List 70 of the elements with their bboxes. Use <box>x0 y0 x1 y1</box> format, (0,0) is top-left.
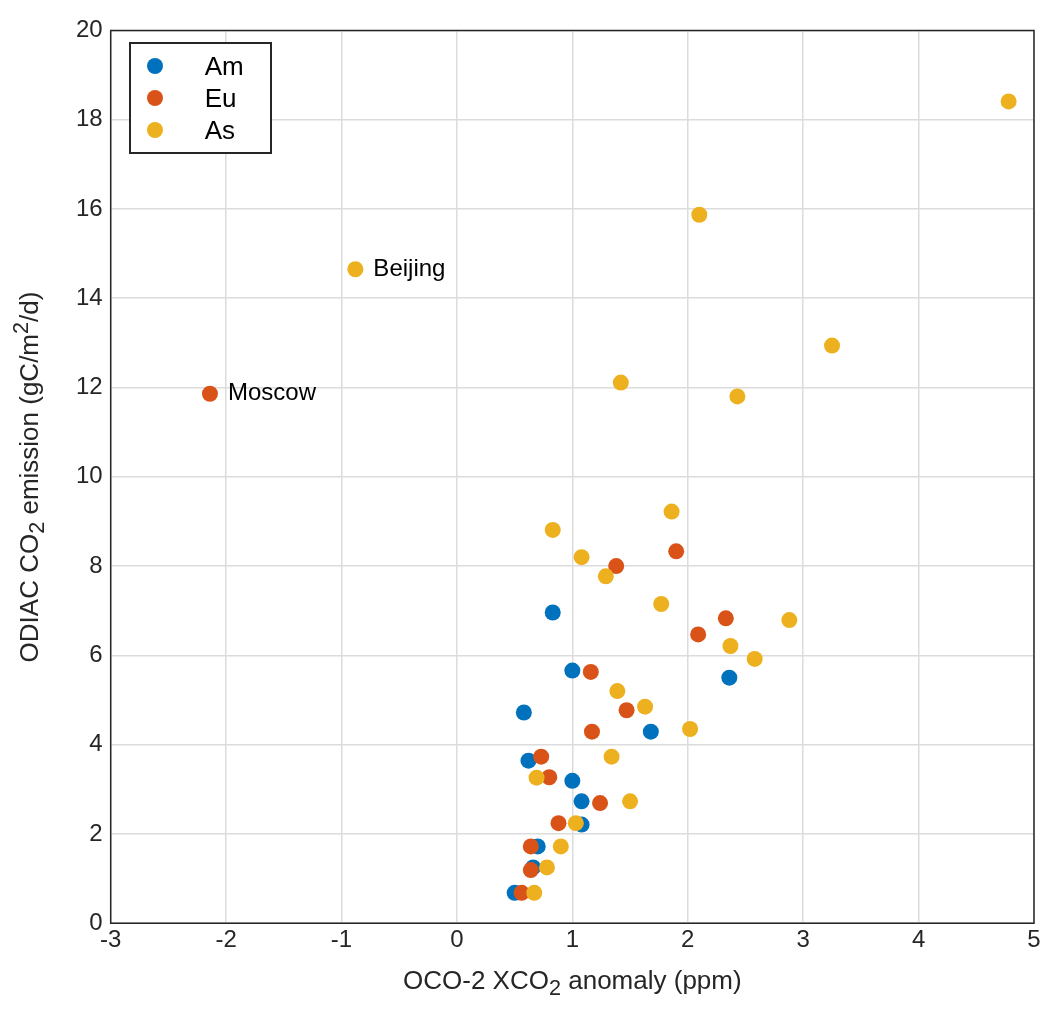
point <box>597 568 614 585</box>
y-tick-label: 16 <box>75 193 103 221</box>
point <box>729 388 746 405</box>
point <box>550 815 567 832</box>
point <box>608 558 625 575</box>
y-tick-label: 2 <box>89 818 103 846</box>
point <box>573 549 590 566</box>
point <box>582 663 599 680</box>
y-tick-label: 8 <box>89 550 103 578</box>
x-tick-label: -2 <box>215 925 237 953</box>
y-tick-label: 18 <box>75 104 103 132</box>
point <box>824 337 841 354</box>
point <box>781 612 798 629</box>
annotation: Beijing <box>373 253 446 281</box>
point <box>533 748 550 765</box>
x-tick-label: 4 <box>911 925 926 953</box>
y-tick-label: 6 <box>89 639 103 667</box>
point <box>1000 93 1017 110</box>
point <box>603 748 620 765</box>
x-tick-label: -1 <box>330 925 353 953</box>
point <box>573 793 590 810</box>
x-tick-label: 5 <box>1027 925 1041 953</box>
x-tick-label: 0 <box>450 925 464 953</box>
point <box>622 793 639 810</box>
point <box>717 610 734 627</box>
point <box>515 704 532 721</box>
legend-label: Eu <box>204 82 237 115</box>
x-tick-label: -3 <box>100 925 122 953</box>
point <box>347 261 364 278</box>
point <box>520 752 537 769</box>
point <box>663 503 680 520</box>
point <box>722 637 739 654</box>
point <box>544 521 561 538</box>
x-tick-label: 3 <box>796 925 810 953</box>
point <box>544 604 561 621</box>
point <box>201 385 218 402</box>
point <box>538 859 555 876</box>
point <box>609 683 626 700</box>
point <box>618 702 635 719</box>
point <box>690 626 707 643</box>
legend-label: As <box>204 114 236 147</box>
point <box>567 815 584 832</box>
point <box>668 543 685 560</box>
point <box>564 662 581 679</box>
point <box>746 650 763 667</box>
point <box>592 795 609 812</box>
point <box>653 596 670 613</box>
point <box>682 721 699 738</box>
point <box>721 669 738 686</box>
point <box>522 838 539 855</box>
x-axis-title: OCO-2 XCO$_{2}$ anomaly (ppm) <box>402 965 743 1002</box>
annotation: Moscow <box>227 378 317 406</box>
y-tick-label: 10 <box>75 461 103 489</box>
x-tick-label: 1 <box>565 925 580 953</box>
point <box>637 698 654 715</box>
point <box>642 723 659 740</box>
legend-label: Am <box>204 50 244 83</box>
x-tick-label: 2 <box>681 925 695 953</box>
point <box>612 374 629 391</box>
point <box>552 838 569 855</box>
y-tick-label: 20 <box>75 15 103 43</box>
y-tick-label: 14 <box>75 282 103 310</box>
point <box>526 884 543 901</box>
y-tick-label: 12 <box>75 372 103 400</box>
point <box>691 206 708 223</box>
point <box>564 772 581 789</box>
point <box>528 769 545 786</box>
point <box>583 723 600 740</box>
y-tick-label: 4 <box>89 729 103 757</box>
y-tick-label: 0 <box>89 907 103 935</box>
